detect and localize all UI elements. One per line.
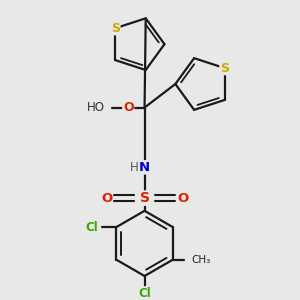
Text: O: O [177, 192, 188, 205]
Text: CH₃: CH₃ [191, 255, 210, 265]
Text: Cl: Cl [138, 287, 151, 300]
Text: H: H [130, 161, 139, 174]
Text: S: S [220, 61, 229, 74]
Text: N: N [139, 161, 150, 174]
Text: O: O [123, 101, 134, 114]
Text: O: O [101, 192, 112, 205]
Text: HO: HO [87, 101, 105, 114]
Text: S: S [140, 191, 150, 205]
Text: S: S [111, 22, 120, 35]
Text: Cl: Cl [85, 220, 98, 234]
